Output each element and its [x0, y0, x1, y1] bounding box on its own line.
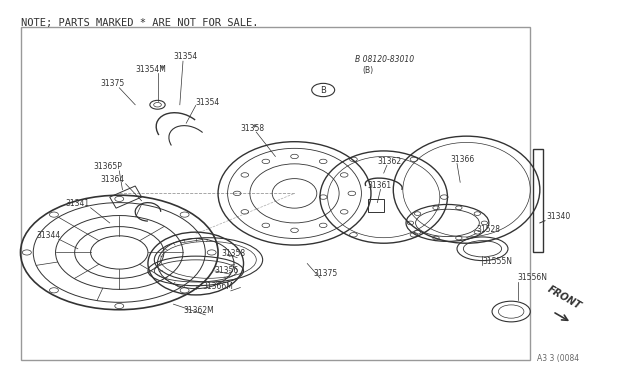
- Text: B: B: [320, 86, 326, 94]
- Text: 31358: 31358: [241, 124, 264, 132]
- Text: 31555N: 31555N: [483, 257, 513, 266]
- Text: 31354M: 31354M: [135, 64, 166, 74]
- Text: 31366: 31366: [451, 155, 475, 164]
- Text: 31341: 31341: [65, 199, 89, 208]
- Text: 31528: 31528: [476, 225, 500, 234]
- Text: 31364: 31364: [100, 175, 124, 184]
- Text: 31375: 31375: [314, 269, 338, 279]
- Text: 31354: 31354: [196, 98, 220, 107]
- Text: 31354: 31354: [173, 52, 198, 61]
- Text: B 08120-83010: B 08120-83010: [355, 55, 414, 64]
- Text: NOTE; PARTS MARKED * ARE NOT FOR SALE.: NOTE; PARTS MARKED * ARE NOT FOR SALE.: [20, 18, 258, 28]
- Text: FRONT: FRONT: [546, 285, 584, 312]
- Text: 31362: 31362: [378, 157, 401, 166]
- Text: A3 3 (0084: A3 3 (0084: [537, 354, 579, 363]
- Text: 31361: 31361: [368, 181, 392, 190]
- Text: *: *: [250, 124, 257, 133]
- Text: 31356: 31356: [215, 266, 239, 275]
- Text: 31358: 31358: [221, 249, 245, 258]
- Text: (B): (B): [363, 66, 374, 75]
- Text: 31366M: 31366M: [202, 282, 233, 291]
- Text: 31556N: 31556N: [518, 273, 548, 282]
- Text: *: *: [157, 64, 164, 74]
- Text: 31344: 31344: [36, 231, 61, 240]
- Text: 31375: 31375: [100, 79, 124, 88]
- Text: 31365P: 31365P: [94, 163, 123, 171]
- Text: 31340: 31340: [546, 212, 570, 221]
- Text: 31362M: 31362M: [183, 307, 214, 315]
